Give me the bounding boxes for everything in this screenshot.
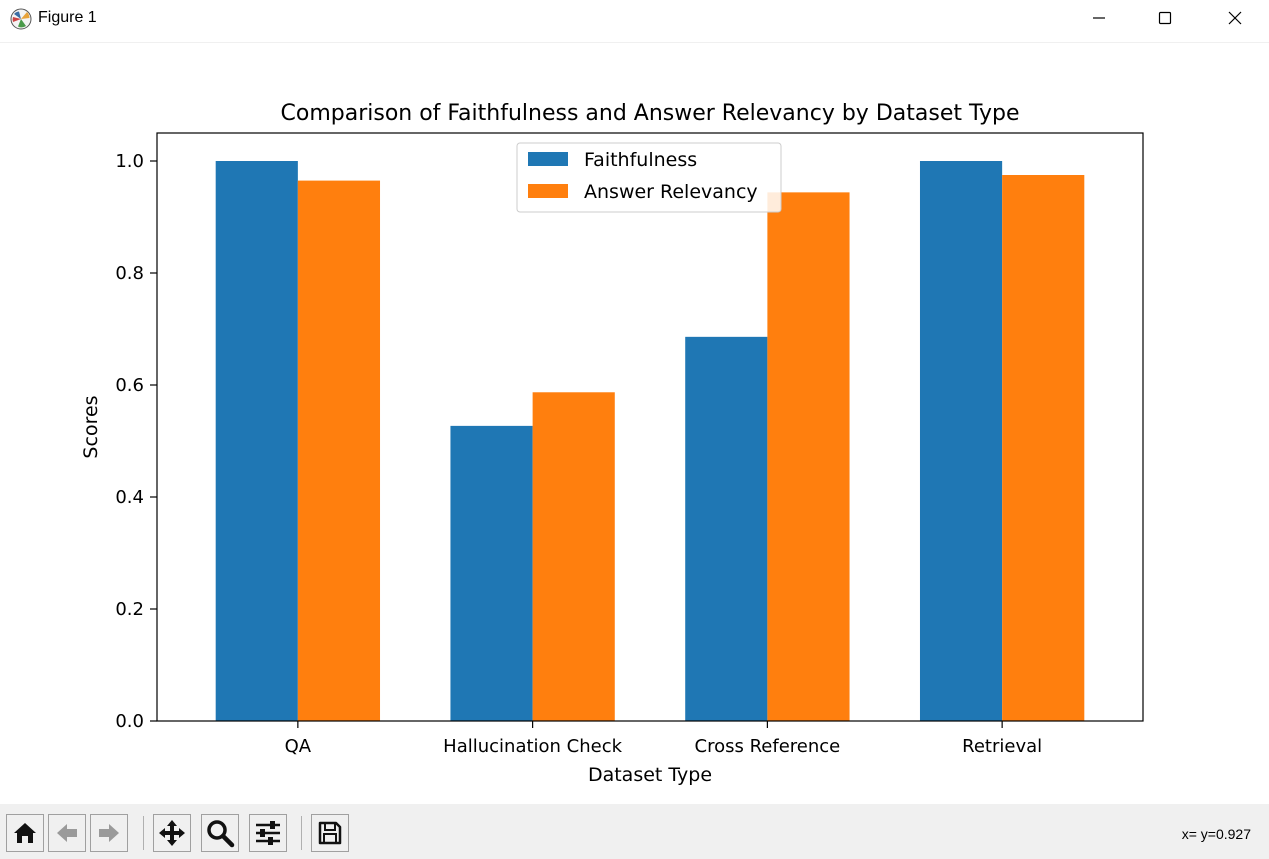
legend-label-answer-relevancy: Answer Relevancy — [584, 181, 758, 203]
y-tick-label: 1.0 — [115, 151, 144, 172]
minimize-icon — [1093, 17, 1105, 19]
pan-button[interactable] — [153, 814, 191, 852]
matplotlib-logo-icon — [10, 8, 32, 30]
save-button[interactable] — [311, 814, 349, 852]
home-icon — [14, 823, 36, 843]
maximize-button[interactable] — [1134, 0, 1196, 36]
bar-faithfulness-qa — [215, 161, 298, 721]
y-tick-label: 0.6 — [115, 375, 144, 396]
bar-chart: 0.0 0.2 0.4 0.6 0.8 1.0 QA Hallucination Check… — [80, 101, 1144, 786]
close-button[interactable] — [1204, 0, 1266, 36]
toolbar-separator — [301, 816, 302, 850]
x-axis-label: Dataset Type — [588, 764, 712, 786]
close-icon — [1228, 11, 1242, 25]
bar-answer-relevancy-hallucination-check — [532, 392, 615, 721]
legend-swatch-answer-relevancy — [528, 184, 568, 198]
window-title: Figure 1 — [38, 9, 97, 26]
y-tick-label: 0.4 — [115, 487, 144, 508]
back-button[interactable] — [48, 814, 86, 852]
maximize-icon — [1158, 11, 1172, 25]
bar-answer-relevancy-retrieval — [1002, 175, 1085, 721]
legend-swatch-faithfulness — [528, 152, 568, 166]
navigation-toolbar: x= y=0.927 — [0, 804, 1269, 859]
zoom-button[interactable] — [201, 814, 239, 852]
save-icon — [318, 821, 342, 845]
bar-answer-relevancy-cross-reference — [767, 192, 850, 722]
x-tick-label: Hallucination Check — [443, 736, 622, 757]
toolbar-separator — [143, 816, 144, 850]
y-axis-label: Scores — [80, 395, 102, 458]
bar-answer-relevancy-qa — [297, 180, 381, 722]
y-tick-label: 0.8 — [115, 263, 144, 284]
chart-title: Comparison of Faithfulness and Answer Re… — [281, 101, 1020, 126]
pan-icon — [159, 820, 185, 846]
legend-label-faithfulness: Faithfulness — [584, 149, 697, 171]
cursor-coordinates: x= y=0.927 — [1181, 826, 1251, 842]
legend: Faithfulness Answer Relevancy — [516, 142, 782, 213]
x-tick-label: Retrieval — [962, 736, 1042, 757]
bar-faithfulness-cross-reference — [685, 336, 768, 721]
figure-canvas[interactable]: 0.0 0.2 0.4 0.6 0.8 1.0 QA Hallucination Check… — [0, 42, 1269, 804]
y-tick-label: 0.0 — [115, 711, 144, 732]
bars-layer — [215, 161, 1085, 722]
configure-subplots-icon — [256, 821, 280, 845]
home-button[interactable] — [6, 814, 44, 852]
legend-box — [516, 142, 782, 213]
y-axis: 0.0 0.2 0.4 0.6 0.8 1.0 — [115, 151, 157, 732]
configure-subplots-button[interactable] — [249, 814, 287, 852]
minimize-button[interactable] — [1068, 0, 1130, 36]
bar-faithfulness-retrieval — [919, 161, 1003, 721]
zoom-icon — [207, 820, 235, 848]
y-tick-label: 0.2 — [115, 599, 144, 620]
forward-button[interactable] — [90, 814, 128, 852]
forward-arrow-icon — [99, 824, 119, 842]
bar-faithfulness-hallucination-check — [450, 425, 533, 721]
x-tick-label: QA — [285, 736, 312, 757]
plot-frame — [156, 132, 1144, 722]
back-arrow-icon — [57, 824, 77, 842]
x-axis: QA Hallucination Check Cross Reference Retr… — [285, 721, 1042, 757]
window-titlebar: Figure 1 — [0, 0, 1269, 43]
x-tick-label: Cross Reference — [695, 736, 841, 757]
